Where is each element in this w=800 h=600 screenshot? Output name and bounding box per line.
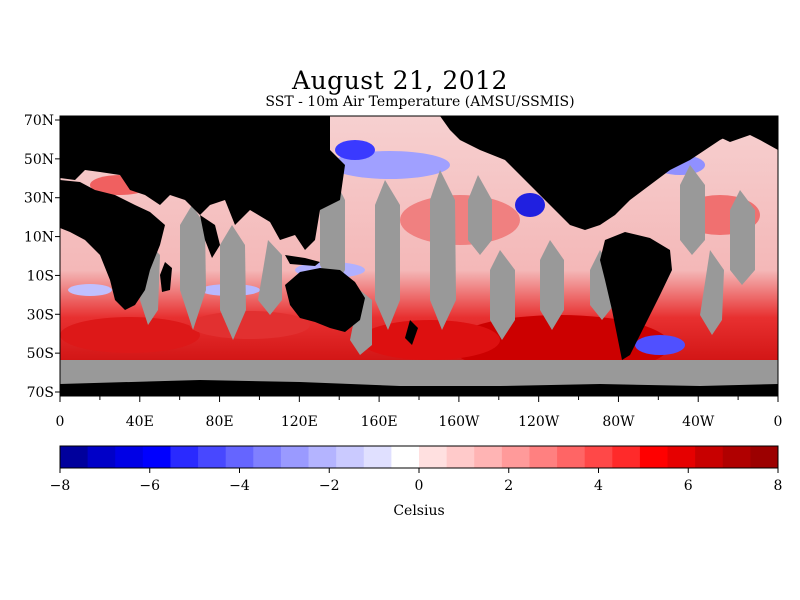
- land-japan: [330, 175, 342, 200]
- lat-label: 70S: [27, 385, 54, 401]
- colorbar-tick-label: −4: [229, 478, 250, 494]
- colorbar-swatch: [446, 446, 475, 468]
- lon-label: 160W: [438, 414, 480, 430]
- lat-label: 50N: [24, 152, 54, 168]
- swath-gap: [540, 240, 564, 330]
- colorbar-swatch: [308, 446, 337, 468]
- colorbar-swatch: [170, 446, 199, 468]
- cool-region-okhotsk: [335, 140, 375, 160]
- lat-label: 50S: [27, 346, 54, 362]
- colorbar-swatch: [667, 446, 696, 468]
- colorbar-tick-label: 6: [684, 478, 693, 494]
- land-new-zealand: [405, 320, 418, 345]
- swath-gap: [180, 205, 206, 330]
- land-australia: [285, 268, 365, 332]
- lat-label: 70N: [24, 113, 54, 129]
- warm-region-indian: [190, 311, 310, 339]
- colorbar-swatch: [60, 446, 89, 468]
- lat-label: 10N: [24, 230, 54, 246]
- colorbar-swatch: [391, 446, 420, 468]
- colorbar-swatch: [584, 446, 613, 468]
- land-antarctica: [60, 380, 778, 396]
- lon-label: 120W: [518, 414, 560, 430]
- colorbar-swatch: [722, 446, 751, 468]
- colorbar-swatch: [529, 446, 558, 468]
- colorbar-swatch: [695, 446, 724, 468]
- lat-label: 30S: [27, 307, 54, 323]
- land-eurasia: [60, 116, 345, 250]
- lat-label: 10S: [27, 268, 54, 284]
- warm-region-central-pacific: [400, 195, 520, 245]
- colorbar-swatch: [253, 446, 282, 468]
- land-africa: [60, 180, 165, 310]
- swath-gap: [258, 240, 282, 315]
- swath-gap: [350, 290, 372, 355]
- lat-label: 30N: [24, 191, 54, 207]
- cool-region-baja: [515, 193, 545, 217]
- colorbar-tick-label: −6: [139, 478, 160, 494]
- lon-label: 80W: [602, 414, 635, 430]
- land-mask: [60, 116, 778, 396]
- lon-label: 40E: [126, 414, 154, 430]
- lon-label: 80E: [206, 414, 234, 430]
- swath-gap: [490, 250, 515, 340]
- swath-gap: [730, 190, 755, 285]
- lon-label: 160E: [361, 414, 398, 430]
- colorbar-tick-label: 2: [504, 478, 513, 494]
- colorbar-swatch: [115, 446, 144, 468]
- colorbar-tick-label: 8: [774, 478, 783, 494]
- colorbar-swatch: [225, 446, 254, 468]
- swath-gap: [430, 170, 456, 330]
- colorbar-label: Celsius: [393, 503, 444, 519]
- warm-region-south-atlantic: [60, 317, 200, 353]
- lon-label: 0: [56, 414, 65, 430]
- warm-region-tasman: [360, 320, 500, 360]
- colorbar-swatch: [142, 446, 171, 468]
- colorbar-swatch: [198, 446, 227, 468]
- land-india: [200, 215, 220, 258]
- swath-gap: [468, 175, 492, 255]
- colorbar-swatch: [363, 446, 392, 468]
- lon-label: 120E: [281, 414, 318, 430]
- swath-gap: [220, 225, 246, 340]
- cool-region-drake: [635, 335, 685, 355]
- swath-gap: [680, 165, 705, 255]
- map-area: [60, 116, 778, 396]
- colorbar-swatch: [612, 446, 641, 468]
- lon-label: 40W: [682, 414, 715, 430]
- land-madagascar: [160, 262, 172, 292]
- colorbar-swatch: [336, 446, 365, 468]
- cool-region-benguela: [68, 284, 112, 296]
- lon-label: 0: [774, 414, 783, 430]
- land-south-america: [600, 232, 672, 360]
- swath-gap: [700, 250, 724, 335]
- colorbar-swatch: [474, 446, 503, 468]
- longitude-axis: 0 40E 80E 120E 160E 160W 120W 80W 40W 0: [56, 396, 783, 430]
- colorbar-swatch: [557, 446, 586, 468]
- colorbar-tick-label: −2: [319, 478, 340, 494]
- colorbar-swatch: [280, 446, 310, 468]
- latitude-axis: 70N 50N 30N 10N 10S 30S 50S 70S: [24, 113, 60, 401]
- swath-gap: [375, 180, 400, 330]
- colorbar-swatch: [750, 446, 779, 468]
- map-subtitle: SST - 10m Air Temperature (AMSU/SSMIS): [265, 94, 575, 110]
- colorbar-swatch: [501, 446, 530, 468]
- colorbar-tick-label: 4: [594, 478, 603, 494]
- colorbar-swatch: [639, 446, 669, 468]
- colorbar: −8 −6 −4 −2 0 2 4 6 8: [50, 445, 783, 494]
- colorbar-swatch: [419, 446, 448, 468]
- map-title: August 21, 2012: [292, 66, 508, 95]
- colorbar-tick-label: 0: [415, 478, 424, 494]
- colorbar-swatch: [87, 446, 116, 468]
- land-greenland: [700, 116, 760, 142]
- land-indonesia: [285, 255, 320, 266]
- colorbar-tick-label: −8: [50, 478, 71, 494]
- land-north-america: [440, 116, 778, 230]
